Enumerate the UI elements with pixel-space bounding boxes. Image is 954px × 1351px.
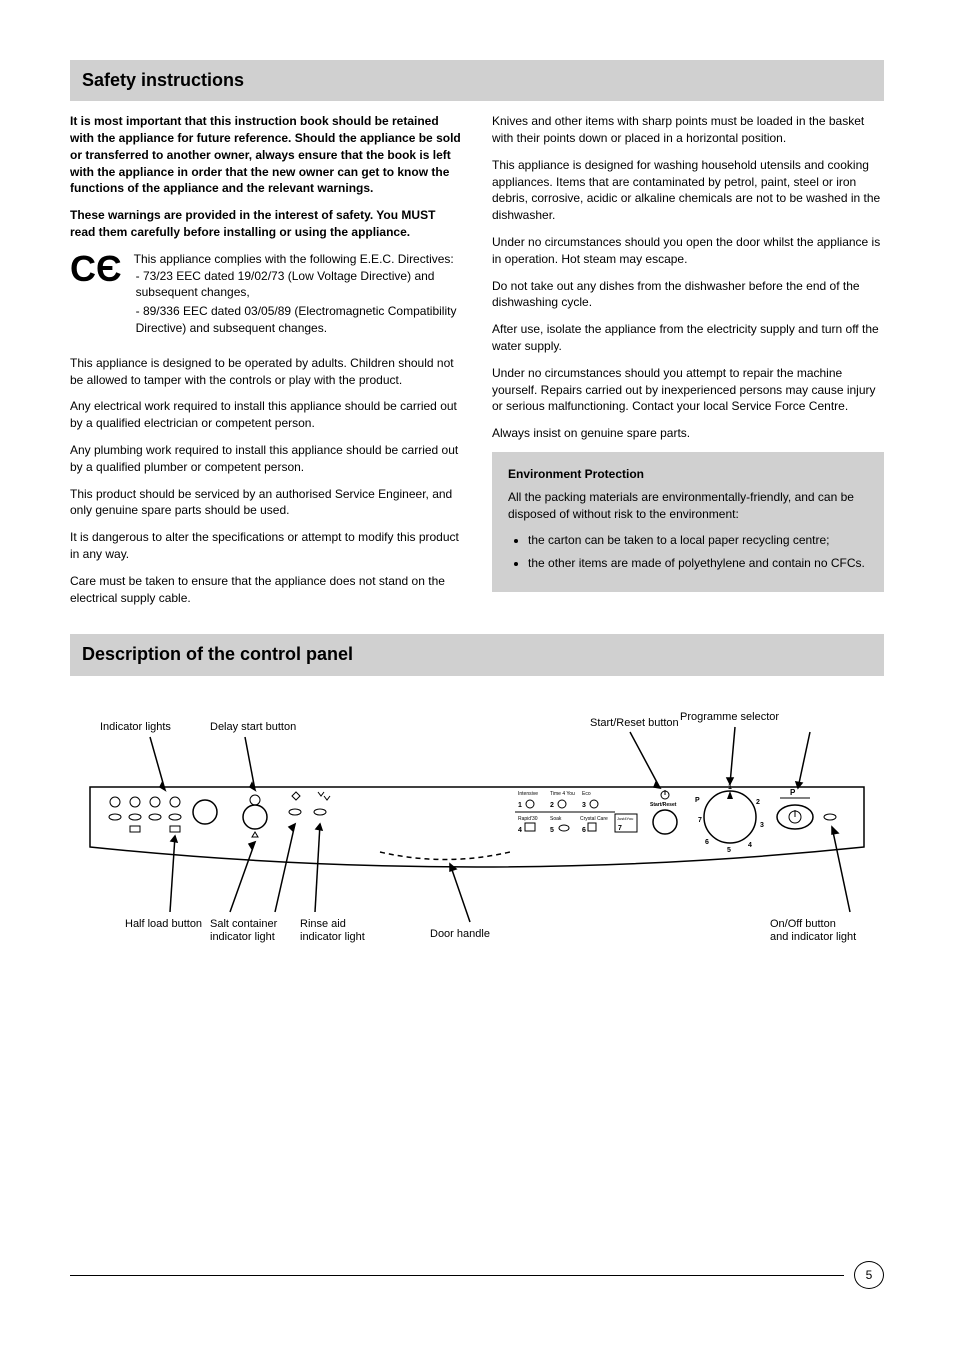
environment-title: Environment Protection [508,466,868,483]
control-panel-section: Description of the control panel [70,634,884,951]
safety-left-p0: It is most important that this instructi… [70,113,462,197]
label-salt-line1: Salt container [210,918,278,930]
prog-7: 7 [618,825,622,832]
directive-1: - 89/336 EEC dated 03/05/89 (Electromagn… [136,303,462,337]
prog-3: 3 [582,802,586,809]
control-panel-title: Description of the control panel [70,634,884,675]
page: Safety instructions It is most important… [0,0,954,1351]
safety-right-p2: Under no circumstances should you open t… [492,234,884,268]
label-delay-start: Delay start button [210,721,296,733]
dial-5: 5 [727,847,731,854]
safety-columns: It is most important that this instructi… [70,113,884,616]
icon-time4you: Time 4 You [550,791,575,797]
prog-1: 1 [518,802,522,809]
safety-left-p2: This appliance is designed to be operate… [70,355,462,389]
prog-5: 5 [550,827,554,834]
safety-left-column: It is most important that this instructi… [70,113,462,616]
panel-svg: Intensive Time 4 You Eco 1 2 3 Rapid'30 … [70,692,884,952]
panel-diagram: Intensive Time 4 You Eco 1 2 3 Rapid'30 … [70,692,884,952]
environment-text: All the packing materials are environmen… [508,489,868,523]
ce-mark-icon: CЄ [70,251,122,287]
directive-list: - 73/23 EEC dated 19/02/73 (Low Voltage … [136,268,462,337]
safety-right-p6: Always insist on genuine spare parts. [492,425,884,442]
label-half-load: Half load button [125,918,202,930]
start-reset-label: Start/Reset [650,802,677,808]
icon-intensive: Intensive [518,791,538,797]
safety-left-p3: Any electrical work required to install … [70,398,462,432]
safety-right-p5: Under no circumstances should you attemp… [492,365,884,415]
label-prog-selector: Programme selector [680,711,779,723]
icon-eco: Eco [582,791,591,797]
dial-7: 7 [698,817,702,824]
p-label: P [790,788,796,797]
ce-block: CЄ This appliance complies with the foll… [70,251,462,339]
safety-left-p6: It is dangerous to alter the specificati… [70,529,462,563]
safety-right-p1: This appliance is designed for washing h… [492,157,884,224]
dial-6: 6 [705,839,709,846]
ce-text-wrap: This appliance complies with the followi… [134,251,462,339]
directive-0: - 73/23 EEC dated 19/02/73 (Low Voltage … [136,268,462,302]
dial-4: 4 [748,842,752,849]
dial-3: 3 [760,822,764,829]
safety-right-p3: Do not take out any dishes from the dish… [492,278,884,312]
page-number: 5 [854,1261,884,1289]
icon-just4you: Just4You [617,816,633,821]
label-salt-line2: indicator light [210,931,275,943]
safety-right-p0: Knives and other items with sharp points… [492,113,884,147]
label-rinse-line2: indicator light [300,931,365,943]
label-start-reset: Start/Reset button [590,717,679,729]
label-on-off-line2: and indicator light [770,931,856,943]
safety-left-p5: This product should be serviced by an au… [70,486,462,520]
safety-left-p7: Care must be taken to ensure that the ap… [70,573,462,607]
label-rinse-line1: Rinse aid [300,918,346,930]
ce-text: This appliance complies with the followi… [134,251,462,268]
dial-2: 2 [756,799,760,806]
dial-p: P [695,797,700,804]
prog-6: 6 [582,827,586,834]
prog-4: 4 [518,827,522,834]
environment-list: the carton can be taken to a local paper… [528,532,868,572]
icon-crystal: Crystal Care [580,816,608,822]
safety-right-column: Knives and other items with sharp points… [492,113,884,616]
environment-item-1: the other items are made of polyethylene… [528,555,868,572]
environment-box: Environment Protection All the packing m… [492,452,884,592]
label-indicator-lights: Indicator lights [100,721,171,733]
footer-line [70,1275,844,1276]
label-door-handle: Door handle [430,928,490,940]
icon-rapid: Rapid'30 [518,816,538,822]
environment-item-0: the carton can be taken to a local paper… [528,532,868,549]
page-footer: 5 [70,1261,884,1291]
icon-soak: Soak [550,816,562,822]
safety-section-title: Safety instructions [70,60,884,101]
label-on-off-line1: On/Off button [770,918,836,930]
safety-left-p4: Any plumbing work required to install th… [70,442,462,476]
prog-2: 2 [550,802,554,809]
safety-right-p4: After use, isolate the appliance from th… [492,321,884,355]
safety-left-p1: These warnings are provided in the inter… [70,207,462,241]
